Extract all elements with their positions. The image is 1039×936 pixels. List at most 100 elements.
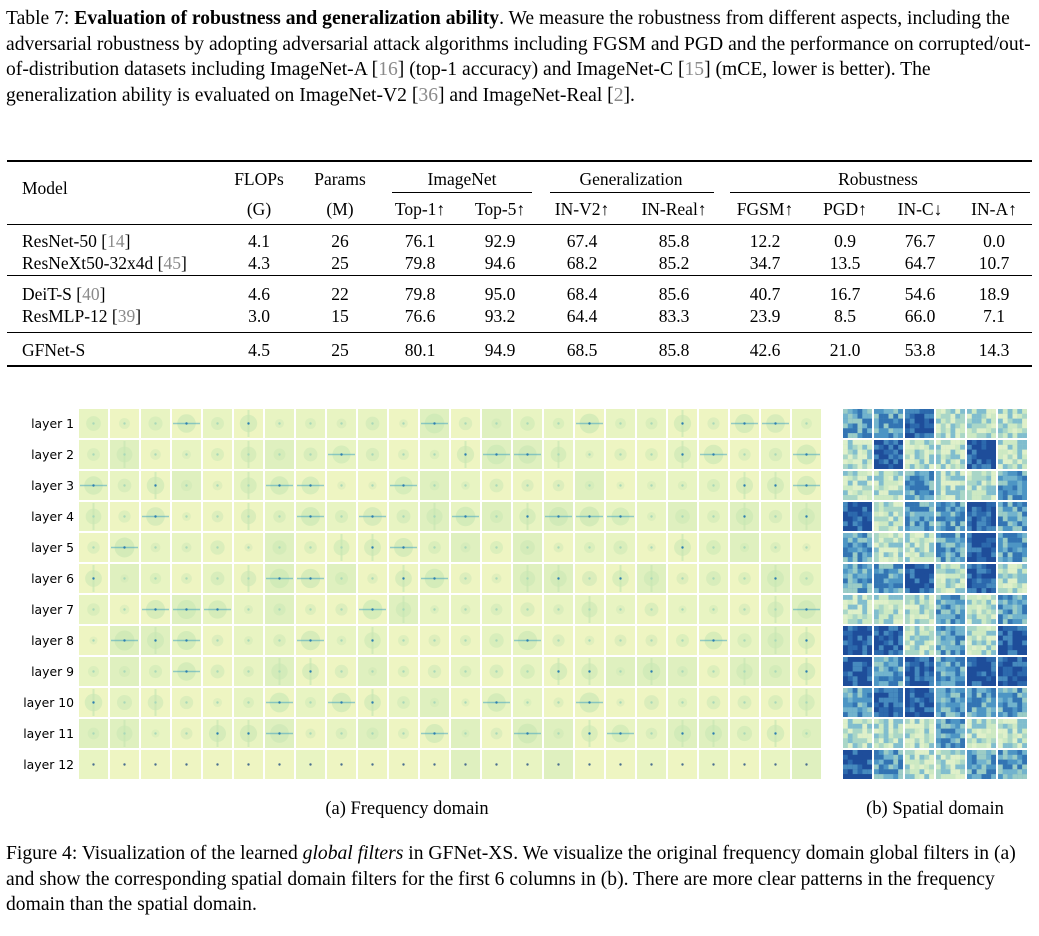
freq-filter-tile xyxy=(792,750,821,779)
freq-filter-tile xyxy=(699,471,728,500)
spatial-filter-tile xyxy=(998,533,1027,562)
freq-filter-tile xyxy=(451,564,480,593)
freq-filter-tile xyxy=(265,626,294,655)
freq-filter-tile xyxy=(699,626,728,655)
table-cell: 26 xyxy=(331,231,349,251)
spatial-filter-tile xyxy=(843,409,872,438)
table-cell: 25 xyxy=(331,253,349,273)
freq-filter-tile xyxy=(234,750,263,779)
freq-filter-tile xyxy=(265,440,294,469)
freq-filter-tile xyxy=(234,409,263,438)
table-cell: 85.8 xyxy=(658,340,690,360)
table-cell: 76.6 xyxy=(404,306,436,326)
freq-filter-tile xyxy=(234,719,263,748)
freq-filter-tile xyxy=(172,719,201,748)
header-pgd: PGD↑ xyxy=(823,199,867,219)
freq-filter-tile xyxy=(513,564,542,593)
header-fgsm: FGSM↑ xyxy=(736,199,794,219)
spatial-filter-tile xyxy=(874,471,903,500)
layer-label: layer 8 xyxy=(31,633,74,648)
freq-filter-tile xyxy=(203,502,232,531)
freq-filter-tile xyxy=(544,626,573,655)
table-cell: 14.3 xyxy=(978,340,1010,360)
group-rule-1 xyxy=(7,275,1032,276)
freq-filter-tile xyxy=(792,564,821,593)
header-inc: IN-C↓ xyxy=(897,199,943,219)
freq-filter-tile xyxy=(203,626,232,655)
freq-filter-tile xyxy=(358,657,387,686)
freq-filter-tile xyxy=(203,533,232,562)
freq-filter-tile xyxy=(172,595,201,624)
freq-filter-tile xyxy=(482,626,511,655)
robustness-cmidrule xyxy=(730,192,1030,193)
freq-filter-tile xyxy=(234,471,263,500)
freq-filter-tile xyxy=(699,533,728,562)
freq-filter-tile xyxy=(637,564,666,593)
freq-filter-tile xyxy=(699,409,728,438)
freq-filter-tile xyxy=(110,564,139,593)
freq-filter-tile xyxy=(141,719,170,748)
freq-filter-tile xyxy=(296,750,325,779)
table-cell: 76.7 xyxy=(904,231,936,251)
table-cell: 94.9 xyxy=(484,340,516,360)
spatial-filter-tile xyxy=(843,750,872,779)
spatial-filter-tile xyxy=(936,688,965,717)
spatial-filter-tile xyxy=(967,440,996,469)
freq-filter-tile xyxy=(203,440,232,469)
freq-filter-tile xyxy=(792,595,821,624)
freq-filter-tile xyxy=(110,688,139,717)
freq-filter-tile xyxy=(327,502,356,531)
freq-filter-tile xyxy=(389,533,418,562)
freq-filter-tile xyxy=(575,595,604,624)
freq-filter-tile xyxy=(730,750,759,779)
freq-filter-tile xyxy=(544,440,573,469)
freq-filter-tile xyxy=(668,750,697,779)
freq-filter-tile xyxy=(265,595,294,624)
spatial-filter-tile xyxy=(874,688,903,717)
freq-filter-tile xyxy=(730,564,759,593)
header-params: Params xyxy=(314,169,366,189)
table-cell: 83.3 xyxy=(658,306,690,326)
header-flops-unit: (G) xyxy=(246,199,272,219)
spatial-filter-tile xyxy=(998,688,1027,717)
table-cell: 68.5 xyxy=(566,340,598,360)
table-cell: 12.2 xyxy=(749,231,781,251)
freq-filter-tile xyxy=(389,595,418,624)
freq-filter-tile xyxy=(637,626,666,655)
freq-filter-tile xyxy=(606,750,635,779)
freq-filter-tile xyxy=(699,502,728,531)
freq-filter-tile xyxy=(637,440,666,469)
freq-filter-tile xyxy=(761,533,790,562)
table-cell: 85.2 xyxy=(658,253,690,273)
freq-filter-tile xyxy=(606,409,635,438)
spatial-filter-tile xyxy=(998,626,1027,655)
table-caption-title: Evaluation of robustness and generalizat… xyxy=(74,8,500,29)
spatial-filter-tile xyxy=(843,719,872,748)
freq-filter-tile xyxy=(296,688,325,717)
figure-caption-italic: global filters xyxy=(302,843,404,864)
freq-filter-tile xyxy=(668,719,697,748)
freq-filter-tile xyxy=(79,533,108,562)
freq-filter-tile xyxy=(358,533,387,562)
table-cell: 79.8 xyxy=(404,284,436,304)
spatial-filter-tile xyxy=(843,657,872,686)
freq-filter-tile xyxy=(358,502,387,531)
freq-filter-tile xyxy=(637,657,666,686)
freq-filter-tile xyxy=(358,750,387,779)
freq-filter-tile xyxy=(513,657,542,686)
freq-filter-tile xyxy=(482,471,511,500)
freq-filter-tile xyxy=(389,750,418,779)
spatial-filter-tile xyxy=(936,657,965,686)
table-cell: 0.9 xyxy=(834,231,856,251)
freq-filter-tile xyxy=(482,657,511,686)
freq-filter-tile xyxy=(451,657,480,686)
freq-filter-tile xyxy=(358,626,387,655)
freq-filter-tile xyxy=(668,595,697,624)
spatial-filter-tile xyxy=(905,595,934,624)
spatial-filter-tile xyxy=(998,719,1027,748)
freq-filter-tile xyxy=(699,595,728,624)
freq-filter-tile xyxy=(203,471,232,500)
spatial-filter-tile xyxy=(843,533,872,562)
table-cell: 10.7 xyxy=(978,253,1010,273)
freq-filter-tile xyxy=(358,564,387,593)
